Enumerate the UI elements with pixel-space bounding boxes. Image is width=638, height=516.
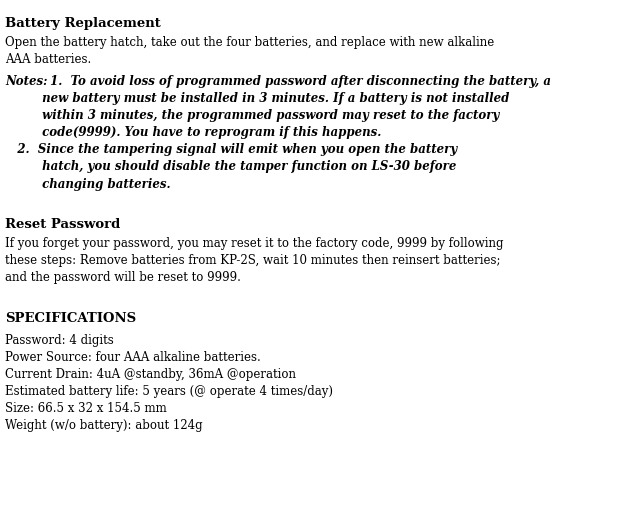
Text: Reset Password: Reset Password: [5, 218, 121, 231]
Text: within 3 minutes, the programmed password may reset to the factory: within 3 minutes, the programmed passwor…: [5, 109, 500, 122]
Text: 1.  To avoid loss of programmed password after disconnecting the battery, a: 1. To avoid loss of programmed password …: [46, 75, 551, 88]
Text: SPECIFICATIONS: SPECIFICATIONS: [5, 312, 137, 325]
Text: and the password will be reset to 9999.: and the password will be reset to 9999.: [5, 271, 241, 284]
Text: Weight (w/o battery): about 124g: Weight (w/o battery): about 124g: [5, 419, 203, 432]
Text: Power Source: four AAA alkaline batteries.: Power Source: four AAA alkaline batterie…: [5, 351, 261, 364]
Text: Open the battery hatch, take out the four batteries, and replace with new alkali: Open the battery hatch, take out the fou…: [5, 36, 494, 49]
Text: Password: 4 digits: Password: 4 digits: [5, 334, 114, 347]
Text: If you forget your password, you may reset it to the factory code, 9999 by follo: If you forget your password, you may res…: [5, 237, 503, 250]
Text: code(9999). You have to reprogram if this happens.: code(9999). You have to reprogram if thi…: [5, 126, 382, 139]
Text: 2.  Since the tampering signal will emit when you open the battery: 2. Since the tampering signal will emit …: [5, 143, 457, 156]
Text: Battery Replacement: Battery Replacement: [5, 17, 161, 29]
Text: these steps: Remove batteries from KP-2S, wait 10 minutes then reinsert batterie: these steps: Remove batteries from KP-2S…: [5, 254, 501, 267]
Text: new battery must be installed in 3 minutes. If a battery is not installed: new battery must be installed in 3 minut…: [5, 92, 510, 105]
Text: Current Drain: 4uA @standby, 36mA @operation: Current Drain: 4uA @standby, 36mA @opera…: [5, 368, 296, 381]
Text: changing batteries.: changing batteries.: [5, 178, 171, 190]
Text: Notes:: Notes:: [5, 75, 48, 88]
Text: Size: 66.5 x 32 x 154.5 mm: Size: 66.5 x 32 x 154.5 mm: [5, 402, 167, 415]
Text: Estimated battery life: 5 years (@ operate 4 times/day): Estimated battery life: 5 years (@ opera…: [5, 385, 333, 398]
Text: hatch, you should disable the tamper function on LS-30 before: hatch, you should disable the tamper fun…: [5, 160, 456, 173]
Text: AAA batteries.: AAA batteries.: [5, 53, 91, 66]
